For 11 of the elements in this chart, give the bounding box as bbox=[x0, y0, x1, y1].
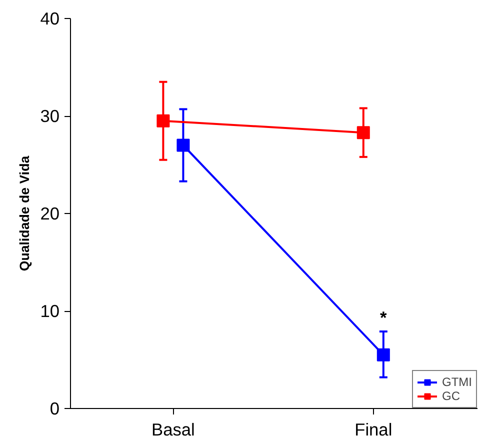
y-tick-label: 10 bbox=[40, 301, 60, 321]
x-tick-label: Basal bbox=[152, 420, 195, 440]
x-tick-label: Final bbox=[354, 420, 392, 440]
y-tick-label: 30 bbox=[40, 106, 60, 126]
legend-label: GC bbox=[442, 389, 461, 403]
y-axis-title: Qualidade de Vida bbox=[17, 155, 32, 272]
y-tick-label: 0 bbox=[50, 398, 60, 418]
y-tick-label: 40 bbox=[40, 8, 60, 28]
annotation: * bbox=[380, 307, 388, 328]
y-tick-label: 20 bbox=[40, 204, 60, 224]
legend-label: GTMI bbox=[442, 375, 472, 389]
